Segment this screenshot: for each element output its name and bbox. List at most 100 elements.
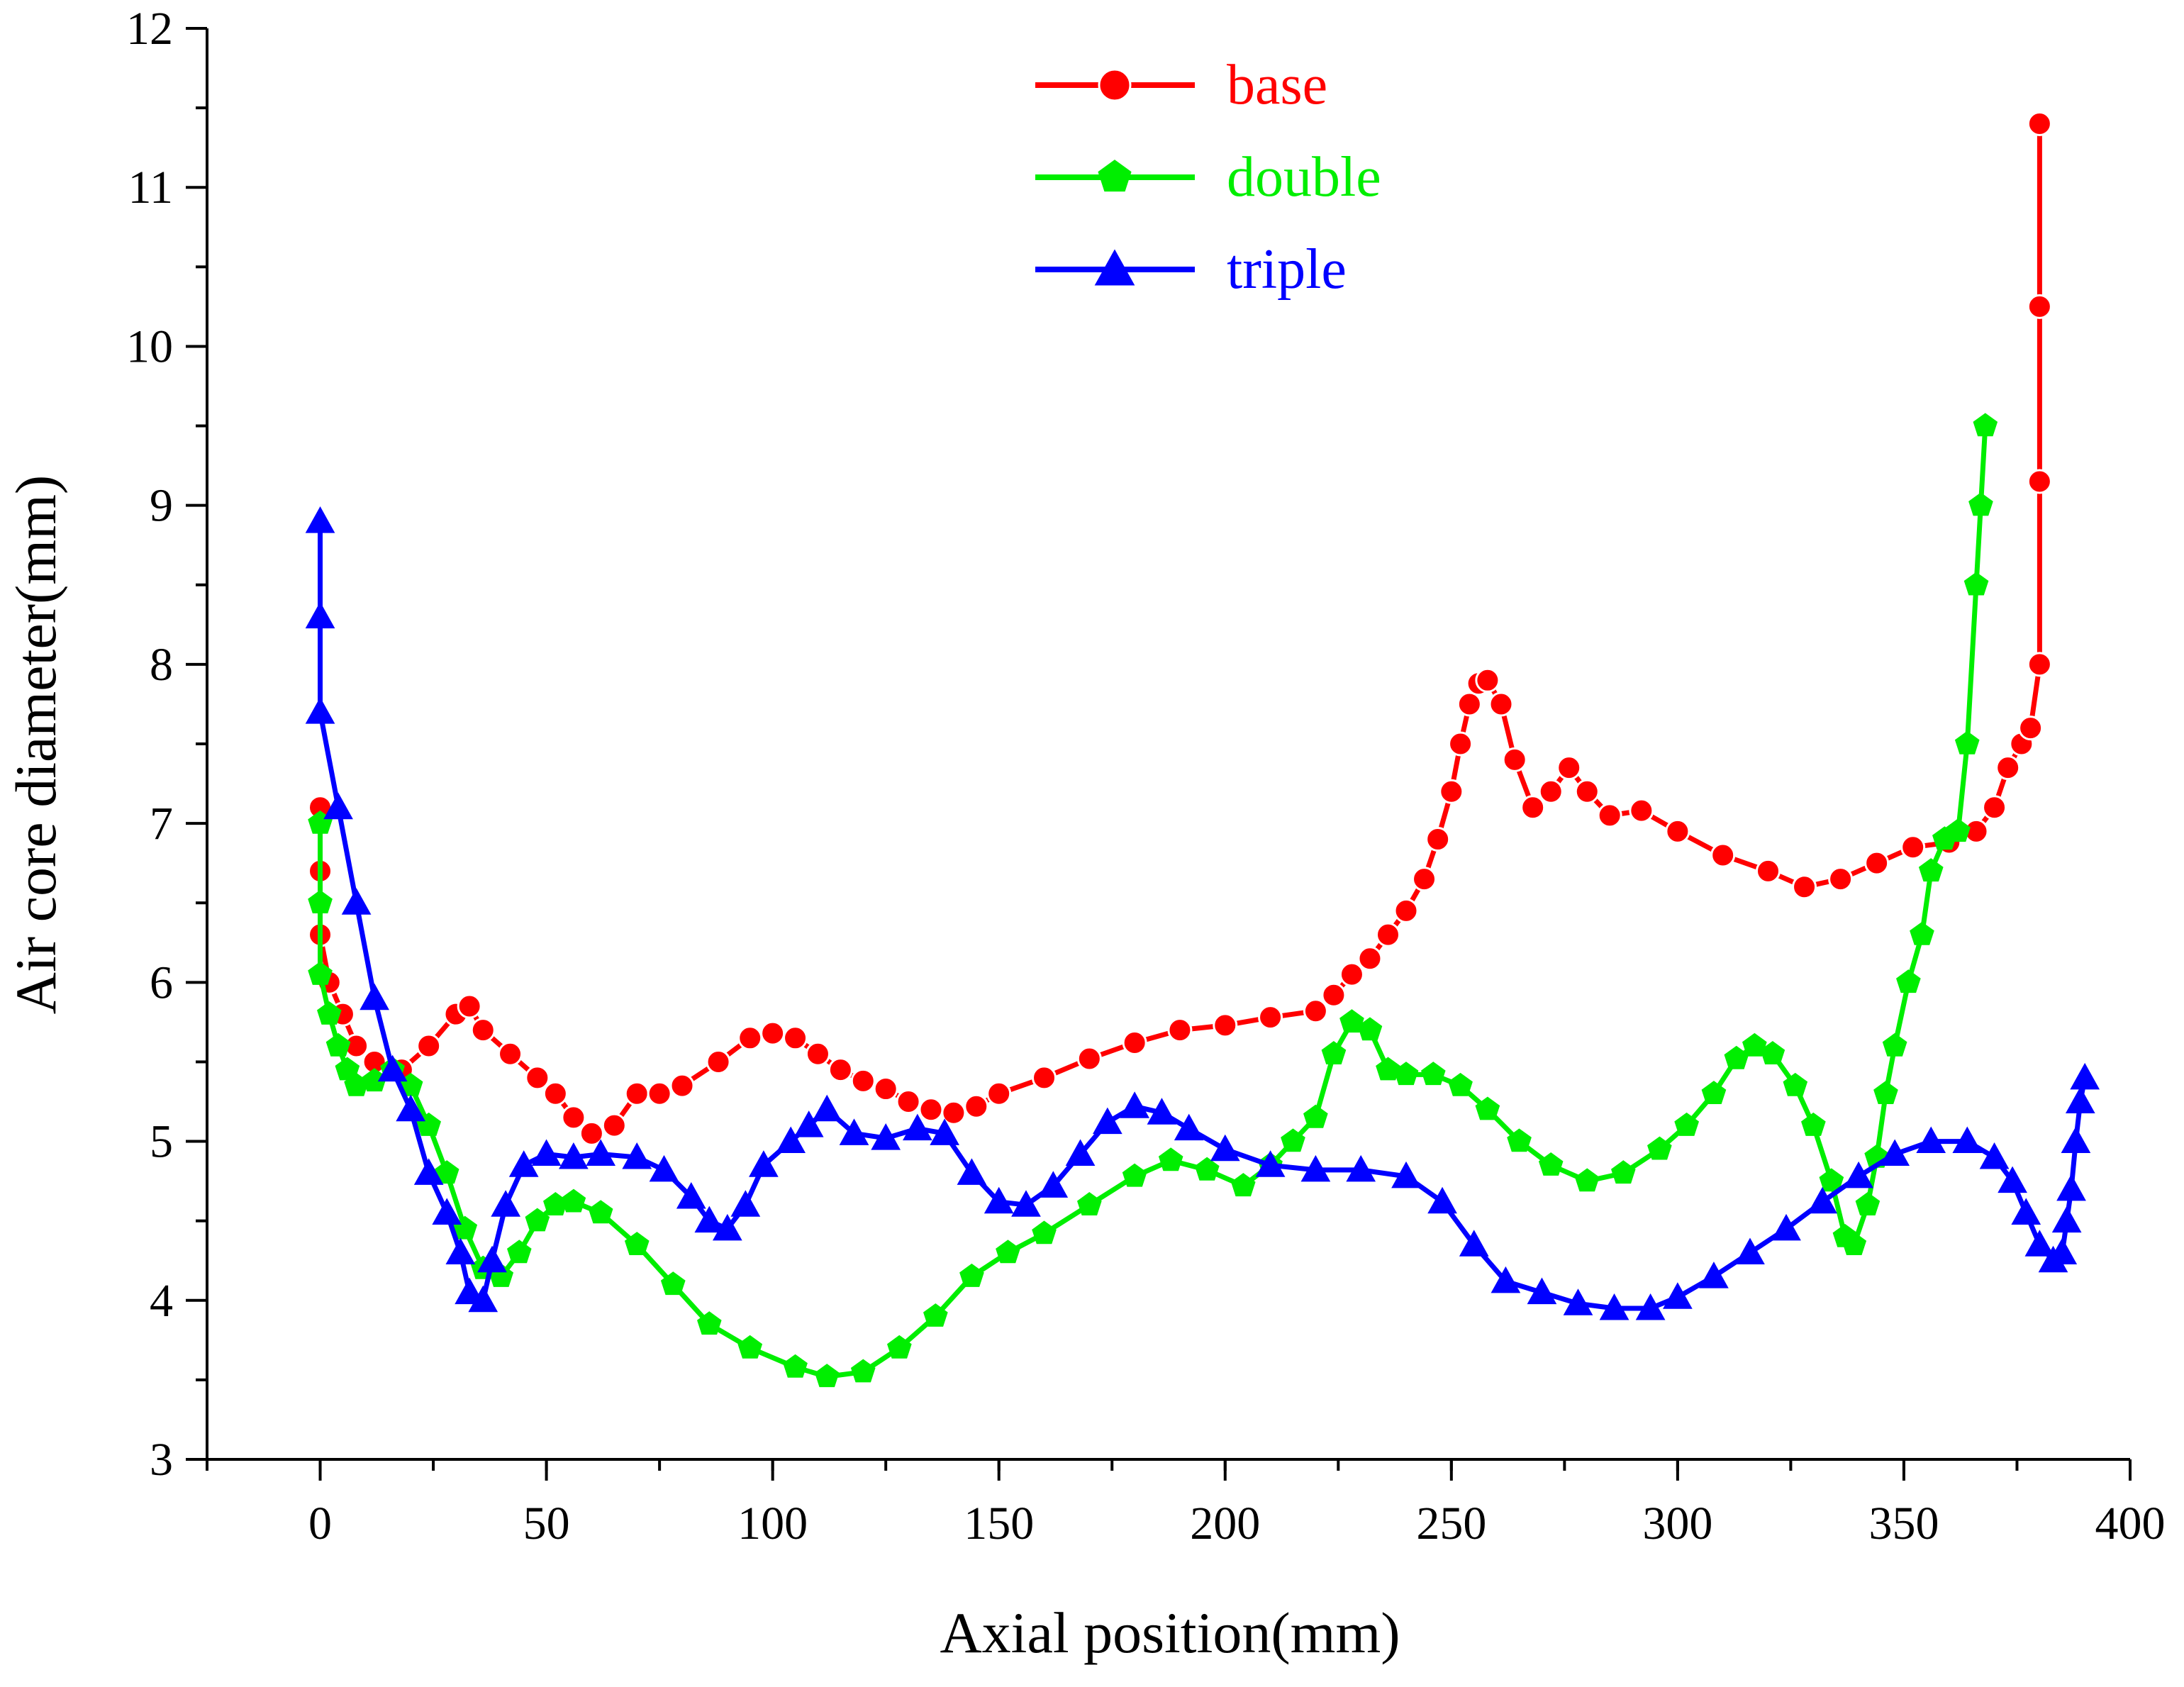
data-point xyxy=(1611,1160,1636,1184)
series-line xyxy=(318,123,2042,1136)
data-point xyxy=(588,1200,613,1224)
data-point xyxy=(1507,1128,1532,1152)
data-point xyxy=(1910,921,1934,945)
data-point xyxy=(1699,1262,1729,1288)
data-point xyxy=(1946,818,1971,842)
data-point xyxy=(416,1033,442,1059)
series-double xyxy=(308,413,1998,1388)
data-point xyxy=(902,1113,932,1141)
data-point xyxy=(1321,1040,1347,1064)
x-tick-label: 0 xyxy=(308,1498,332,1549)
data-point xyxy=(1174,1113,1204,1141)
data-point xyxy=(783,1025,808,1051)
x-tick-label: 250 xyxy=(1416,1498,1486,1549)
data-point xyxy=(2065,1086,2095,1113)
data-point xyxy=(1427,1186,1457,1214)
data-point xyxy=(1065,1139,1096,1166)
data-point xyxy=(1475,1096,1500,1120)
data-point xyxy=(468,1285,498,1313)
data-point xyxy=(918,1097,944,1123)
data-point xyxy=(2027,469,2052,494)
data-point xyxy=(1900,835,1926,860)
data-point xyxy=(941,1100,966,1125)
y-axis: 3 4 5 6 7 8 9 10 11 12 xyxy=(126,3,207,1486)
data-point xyxy=(1710,842,1736,868)
data-point xyxy=(1502,747,1527,772)
data-point xyxy=(1819,1168,1844,1192)
data-point xyxy=(305,601,335,629)
x-tick-label: 200 xyxy=(1190,1498,1260,1549)
data-point xyxy=(1456,691,1482,717)
data-point xyxy=(601,1113,627,1138)
legend: base double triple xyxy=(1035,54,1381,301)
data-point xyxy=(531,1139,562,1166)
data-point xyxy=(1488,691,1514,717)
x-tick-label: 150 xyxy=(964,1498,1034,1549)
data-point xyxy=(1954,730,1980,755)
data-point xyxy=(1475,667,1500,693)
data-point xyxy=(341,888,372,915)
data-point xyxy=(1439,779,1464,804)
data-point xyxy=(1873,1081,1898,1104)
data-point xyxy=(559,1142,589,1169)
data-point xyxy=(730,1190,761,1217)
data-point xyxy=(737,1335,763,1359)
data-point xyxy=(1629,798,1654,823)
series-line xyxy=(318,521,2088,1311)
data-point xyxy=(1167,1018,1193,1043)
data-point xyxy=(1520,795,1546,820)
data-point xyxy=(1391,1161,1421,1188)
data-point xyxy=(1093,1107,1122,1135)
data-point xyxy=(694,1206,725,1233)
y-tick-label: 5 xyxy=(150,1116,173,1168)
x-axis: 0 50 100 150 200 250 300 350 400 xyxy=(206,1459,2166,1549)
data-point xyxy=(1147,1098,1177,1125)
data-point xyxy=(1647,1136,1672,1160)
series-triple xyxy=(305,506,2100,1320)
data-point xyxy=(996,1240,1020,1264)
data-point xyxy=(814,1364,840,1388)
data-point xyxy=(930,1118,959,1145)
data-point xyxy=(413,1158,444,1185)
data-point xyxy=(896,1089,921,1114)
data-point xyxy=(805,1041,830,1067)
data-point xyxy=(1300,1154,1331,1182)
data-point xyxy=(1599,1293,1629,1320)
x-tick-label: 350 xyxy=(1868,1498,1939,1549)
data-point xyxy=(542,1081,568,1106)
data-point xyxy=(712,1213,742,1241)
data-point xyxy=(1742,1032,1767,1057)
data-point xyxy=(508,1150,539,1177)
data-point xyxy=(525,1065,550,1091)
data-point xyxy=(1194,1157,1220,1181)
y-axis-title: Air core diameter(mm) xyxy=(4,475,68,1014)
y-tick-label: 3 xyxy=(150,1434,173,1486)
data-point xyxy=(1538,779,1564,804)
x-tick-label: 50 xyxy=(523,1498,570,1549)
data-point xyxy=(839,1118,869,1145)
data-point xyxy=(1998,1166,2027,1193)
data-point xyxy=(622,1142,652,1169)
data-point xyxy=(432,1198,462,1225)
data-point xyxy=(850,1359,876,1383)
data-point xyxy=(1032,1220,1057,1245)
data-point xyxy=(986,1081,1012,1106)
data-point xyxy=(1122,1030,1147,1056)
data-point xyxy=(1421,1062,1446,1086)
data-point xyxy=(1896,969,1921,993)
data-point xyxy=(1952,1126,1983,1154)
data-point xyxy=(1255,1150,1286,1177)
data-point xyxy=(1213,1013,1238,1038)
data-point xyxy=(1556,755,1582,781)
legend-label: triple xyxy=(1227,238,1347,301)
data-point xyxy=(2061,1126,2091,1154)
data-point xyxy=(2027,111,2052,137)
data-point xyxy=(1303,1104,1328,1128)
y-tick-label: 10 xyxy=(126,321,173,372)
data-point xyxy=(1098,160,1132,192)
legend-label: base xyxy=(1227,54,1327,116)
data-point xyxy=(1158,1147,1183,1171)
data-point xyxy=(1760,1040,1785,1064)
data-point xyxy=(923,1303,948,1327)
data-point xyxy=(1376,1057,1400,1081)
